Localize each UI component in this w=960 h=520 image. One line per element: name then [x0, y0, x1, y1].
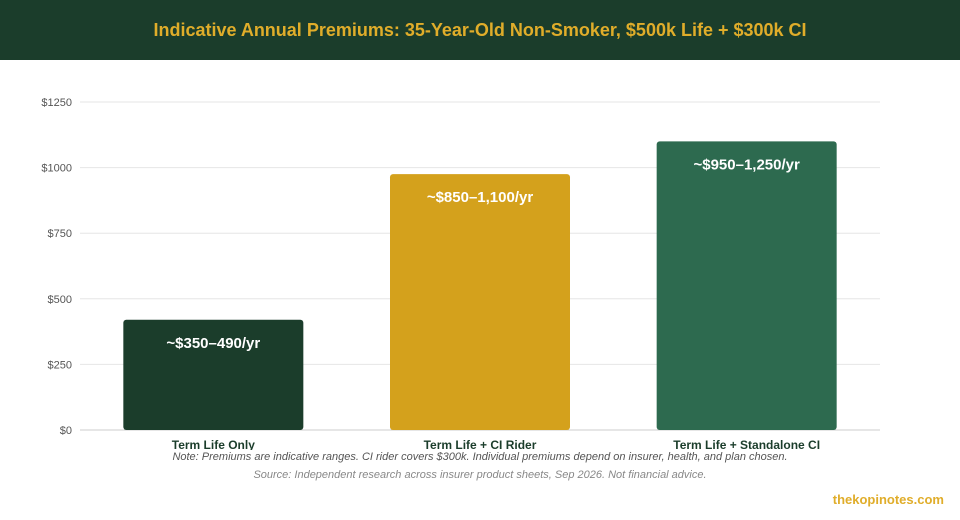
bar-data-label: ~$950–1,250/yr	[693, 156, 800, 173]
bar-data-label: ~$850–1,100/yr	[427, 189, 534, 206]
x-category-label: Term Life + CI Rider	[424, 438, 537, 450]
y-tick-label: $1250	[41, 97, 72, 109]
chart-header: Indicative Annual Premiums: 35-Year-Old …	[0, 0, 960, 60]
y-tick-label: $250	[48, 359, 72, 371]
bar	[390, 174, 570, 430]
y-tick-label: $750	[48, 228, 72, 240]
y-tick-label: $1000	[41, 163, 72, 175]
y-tick-label: $0	[60, 425, 72, 437]
bar-data-label: ~$350–490/yr	[166, 335, 260, 352]
bar	[123, 319, 304, 430]
chart-source: Source: Independent research across insu…	[253, 469, 707, 481]
chart-title: Indicative Annual Premiums: 35-Year-Old …	[153, 19, 807, 40]
y-tick-label: $500	[48, 294, 72, 306]
site-watermark: thekopinotes.com	[832, 492, 944, 507]
chart-note: Note: Premiums are indicative ranges. CI…	[172, 451, 788, 463]
bar-chart: $0 $250 $500 $750 $1000 $1250 ~$350–490/yr Term…	[41, 97, 880, 450]
x-category-label: Term Life + Standalone CI	[673, 438, 820, 450]
bar	[656, 141, 837, 431]
x-category-label: Term Life Only	[172, 438, 255, 450]
